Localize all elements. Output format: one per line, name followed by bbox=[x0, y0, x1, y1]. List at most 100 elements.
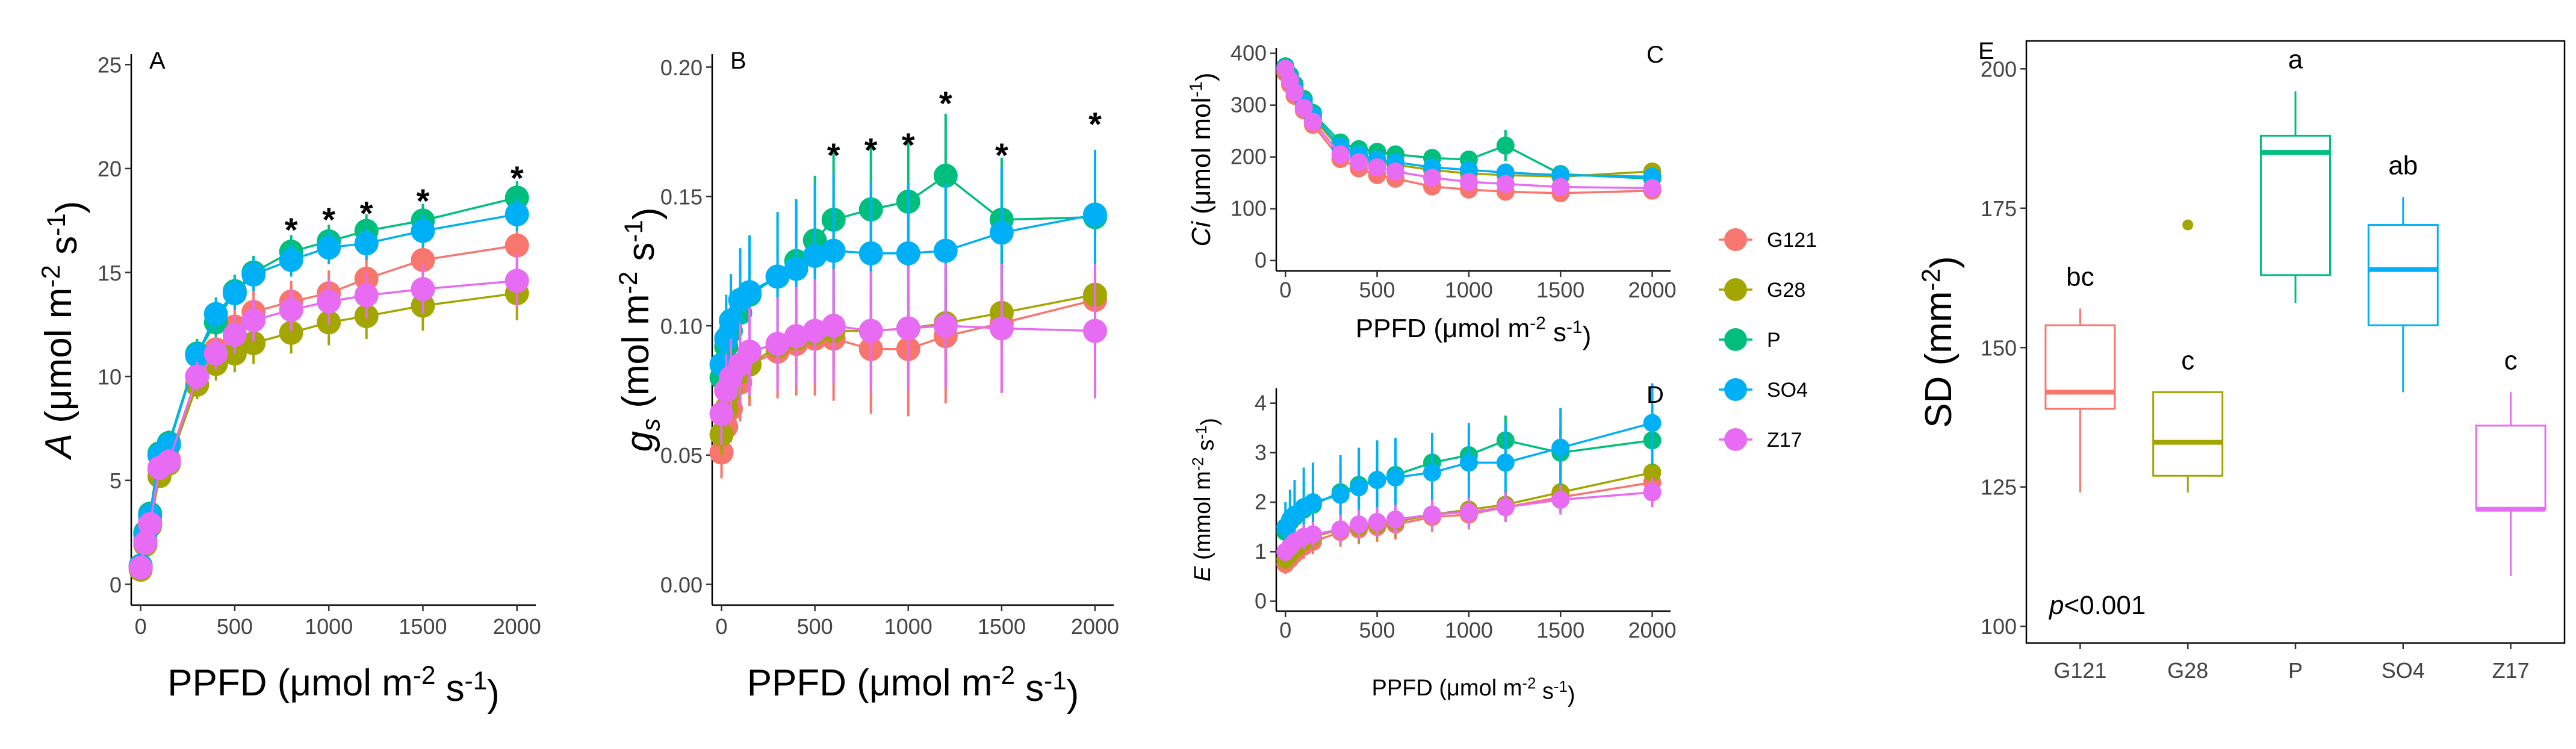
data-point bbox=[714, 326, 739, 351]
data-point bbox=[1496, 453, 1515, 472]
data-point bbox=[133, 530, 158, 555]
y-tick-label: 4 bbox=[1255, 391, 1267, 415]
data-point bbox=[279, 247, 303, 272]
y-tick-label: 0.15 bbox=[660, 185, 703, 210]
y-tick-label: 100 bbox=[1981, 614, 2017, 639]
outlier-point bbox=[2182, 219, 2194, 231]
data-point bbox=[354, 283, 379, 308]
significance-letter: a bbox=[2288, 45, 2303, 74]
p-value-annotation: p<0.001 bbox=[2048, 591, 2146, 620]
y-tick-label: 200 bbox=[1981, 57, 2017, 81]
y-tick-label: 0 bbox=[110, 573, 122, 597]
series-so4 bbox=[1276, 383, 1662, 552]
data-point bbox=[1423, 169, 1441, 187]
data-point bbox=[222, 323, 247, 347]
x-tick-label: 500 bbox=[217, 614, 253, 639]
data-point bbox=[802, 319, 827, 343]
data-point bbox=[989, 220, 1014, 245]
data-point bbox=[1459, 453, 1478, 472]
data-point bbox=[1551, 491, 1570, 509]
panel-letter: E bbox=[1978, 38, 1994, 64]
x-tick-label: 1000 bbox=[305, 614, 353, 639]
y-tick-label: 150 bbox=[1981, 335, 2017, 360]
x-tick-label: 2000 bbox=[1071, 614, 1119, 639]
data-point bbox=[1331, 145, 1350, 164]
data-point bbox=[1331, 520, 1350, 539]
data-point bbox=[203, 302, 228, 326]
data-point bbox=[411, 277, 435, 302]
data-point bbox=[1386, 510, 1405, 529]
significance-star: * bbox=[995, 136, 1008, 174]
series-z17 bbox=[1276, 477, 1662, 562]
data-point bbox=[821, 238, 846, 263]
data-point bbox=[719, 308, 743, 333]
data-point bbox=[1496, 136, 1515, 155]
data-point bbox=[1459, 503, 1478, 521]
data-point bbox=[241, 331, 266, 355]
legend-key-point bbox=[1724, 428, 1747, 451]
significance-star: * bbox=[902, 126, 915, 164]
data-point bbox=[989, 316, 1014, 341]
x-tick-label: P bbox=[2288, 658, 2303, 683]
data-point bbox=[185, 364, 209, 389]
y-tick-label: 25 bbox=[98, 53, 122, 78]
y-tick-label: 0.10 bbox=[660, 314, 703, 338]
y-tick-label: 15 bbox=[98, 261, 122, 285]
box-so4: ab bbox=[2367, 151, 2439, 393]
panel-a: 0 5 10 15 20 25 0 500 1000 1500 2000 * * * * * A PPFD (μm… bbox=[37, 48, 541, 715]
x-tick-label: G121 bbox=[2053, 658, 2106, 683]
x-tick-label: 1500 bbox=[1536, 278, 1584, 302]
y-tick-label: 20 bbox=[98, 157, 122, 181]
significance-star: * bbox=[511, 159, 524, 197]
panel-letter: B bbox=[730, 48, 746, 74]
legend-label: SO4 bbox=[1767, 379, 1808, 402]
y-tick-label: 10 bbox=[98, 364, 122, 389]
data-point bbox=[1386, 162, 1405, 181]
box-body bbox=[2367, 224, 2439, 326]
data-point bbox=[784, 324, 808, 349]
x-tick-label: 0 bbox=[1279, 618, 1291, 642]
data-point bbox=[1303, 525, 1322, 544]
series-z17 bbox=[709, 263, 1107, 445]
data-point bbox=[1303, 113, 1322, 131]
y-tick-label: 2 bbox=[1255, 489, 1267, 514]
significance-star: * bbox=[827, 136, 840, 174]
data-point bbox=[896, 241, 920, 266]
data-point bbox=[1082, 202, 1107, 227]
panel-e: 100 125 150 175 200 G121 G28 P SO4 Z17 bc c a ab c Ep<0… bbox=[1917, 38, 2566, 683]
data-point bbox=[1294, 98, 1313, 117]
significance-star: * bbox=[864, 131, 878, 169]
data-point bbox=[1386, 468, 1405, 486]
data-point bbox=[1423, 505, 1441, 524]
significance-letter: c bbox=[2504, 346, 2518, 375]
panel-letter: A bbox=[149, 48, 166, 74]
series-z17 bbox=[1276, 60, 1662, 197]
data-point bbox=[765, 264, 790, 289]
box-g28: c bbox=[2152, 219, 2224, 493]
data-point bbox=[1368, 158, 1386, 176]
data-point bbox=[1643, 463, 1662, 482]
significance-star: * bbox=[285, 211, 298, 249]
x-tick-label: 500 bbox=[797, 614, 833, 639]
series-so4 bbox=[709, 149, 1107, 403]
x-tick-label: SO4 bbox=[2382, 658, 2425, 683]
x-tick-label: G28 bbox=[2167, 658, 2208, 683]
data-point bbox=[896, 316, 920, 341]
series-z17 bbox=[128, 253, 529, 580]
legend-key-point bbox=[1724, 378, 1747, 401]
x-axis-title: PPFD (μmol m-2 s-1) bbox=[1356, 314, 1591, 351]
data-point bbox=[737, 340, 762, 364]
data-point bbox=[504, 269, 529, 293]
significance-star: * bbox=[322, 200, 335, 238]
legend-key-point bbox=[1724, 228, 1747, 251]
data-point bbox=[1285, 83, 1304, 102]
data-point bbox=[354, 231, 379, 256]
data-point bbox=[241, 263, 266, 287]
x-tick-label: 500 bbox=[1359, 278, 1395, 302]
data-point bbox=[222, 281, 247, 306]
data-point bbox=[157, 449, 181, 474]
legend-label: Z17 bbox=[1767, 429, 1802, 452]
data-point bbox=[933, 163, 958, 188]
legend-key-point bbox=[1724, 278, 1747, 301]
data-point bbox=[802, 244, 827, 269]
